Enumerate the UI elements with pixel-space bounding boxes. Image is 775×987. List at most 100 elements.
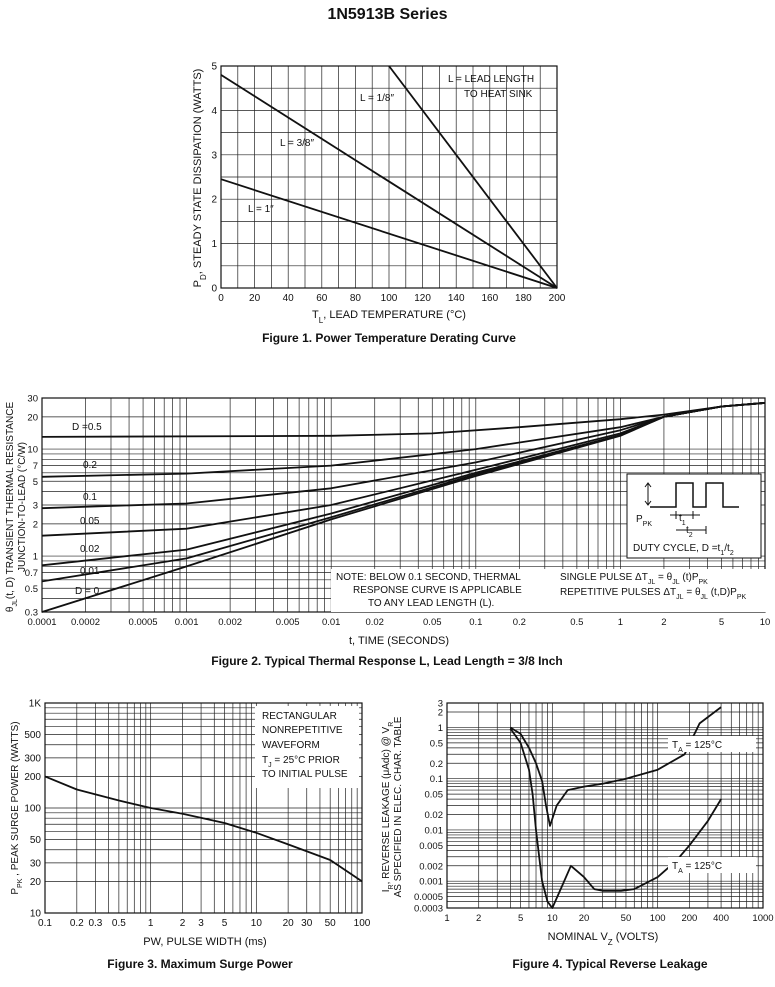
fig3-y-tick-label: 300 [24,753,41,764]
fig3-annotation-line-2: NONREPETITIVE [262,725,343,736]
fig2-note-box [331,569,766,612]
fig3-x-tick-label: 30 [301,918,313,929]
fig1-xlabel: TL, LEAD TEMPERATURE (°C) [312,309,466,325]
fig4-y-tick-label: 0.005 [419,841,443,852]
fig3-series-line-1 [44,775,363,883]
fig2-series-label-6: 0.01 [80,566,100,577]
svg-text:DUTY CYCLE, D =t1/t2: DUTY CYCLE, D =t1/t2 [633,543,734,557]
figure-2-chart: 0.0001 0.0002 0.0005 0.001 0.002 0.005 0.01 0.0… [5,394,771,669]
fig1-x-tick-label: 80 [350,293,362,304]
fig3-y-tick-label: 20 [30,877,42,888]
fig3-y-tick-label: 1K [29,699,42,710]
fig2-series-label-1: D =0.5 [72,422,102,433]
fig3-y-tick-label: 50 [30,835,42,846]
fig1-y-tick-label: 2 [211,195,217,206]
fig2-series-label-4: 0.05 [80,516,100,527]
fig3-annotation-line-1: RECTANGULAR [262,711,337,722]
fig2-x-tick-label: 0.0005 [129,617,158,628]
fig2-caption: Figure 2. Typical Thermal Response L, Le… [211,654,563,668]
fig3-x-tick-label: 0.5 [112,918,126,929]
svg-text:t1: t1 [679,513,686,527]
fig2-x-tick-label: 1 [618,617,623,628]
fig2-y-tick-label: 10 [27,445,38,456]
fig3-x-tick-label: 2 [180,918,186,929]
fig4-x-tick-label: 400 [713,913,729,924]
fig4-x-tick-label: 1000 [752,913,773,924]
fig1-y-tick-label: 1 [211,239,217,250]
fig2-x-tick-label: 0.5 [570,617,583,628]
fig1-x-tick-label: 180 [515,293,532,304]
fig4-y-tick-label: 0.02 [425,810,444,821]
fig3-y-tick-label: 30 [30,858,42,869]
fig1-series-label-2: L = 3/8″ [280,138,314,149]
fig3-annotation-box [255,706,359,788]
fig3-x-tick-label: 0.1 [38,918,52,929]
fig1-x-tick-label: 120 [414,293,431,304]
fig2-y-tick-label: 2 [33,519,38,530]
fig2-y-tick-label: 7 [33,461,38,472]
fig4-y-tick-label: 0.001 [419,877,443,888]
fig2-x-tick-label: 2 [661,617,666,628]
fig4-x-tick-label: 100 [650,913,666,924]
fig4-series-label-2: TA = 125°C [672,861,722,875]
fig4-x-tick-label: 1 [444,913,449,924]
svg-text:t2: t2 [686,525,693,539]
fig1-x-tick-label: 20 [249,293,261,304]
fig3-y-tick-label: 500 [24,730,41,741]
fig1-x-tick-label: 60 [316,293,328,304]
fig1-x-tick-label: 140 [448,293,465,304]
fig2-x-tick-label: 10 [760,617,771,628]
fig2-series-line-7 [41,402,766,613]
fig2-x-tick-label: 5 [719,617,724,628]
fig2-formula-single: SINGLE PULSE ΔTJL = θJL (t)PPK [560,572,708,586]
fig4-x-tick-label: 2 [476,913,481,924]
fig1-legend-line-2: TO HEAT SINK [464,89,533,100]
figure-3-chart: 0.1 0.2 0.3 0.5 1 2 3 5 10 20 30 50 100 10 20 30 50 100 20… [10,699,371,972]
fig4-y-tick-label: 3 [438,699,443,710]
fig3-xlabel: PW, PULSE WIDTH (ms) [143,936,266,948]
fig4-x-tick-label: 10 [547,913,558,924]
fig2-y-tick-label: 0.5 [25,584,38,595]
fig2-y-tick-label: 3 [33,501,38,512]
fig3-x-tick-label: 100 [354,918,371,929]
fig3-annotation-line-5: TO INITIAL PULSE [262,769,348,780]
fig3-x-tick-label: 50 [325,918,337,929]
fig4-xlabel: NOMINAL VZ (VOLTS) [548,931,659,947]
fig2-x-tick-label: 0.0001 [27,617,56,628]
fig1-y-tick-label: 3 [211,150,217,161]
fig3-y-tick-label: 200 [24,772,41,783]
fig2-y-tick-label: 0.3 [25,608,38,619]
fig2-x-tick-label: 0.05 [423,617,442,628]
fig4-x-tick-label: 50 [621,913,632,924]
fig4-ylabel-line-2: AS SPECIFIED IN ELEC. CHAR. TABLE [393,716,404,897]
fig3-caption: Figure 3. Maximum Surge Power [107,957,293,971]
fig1-y-tick-label: 4 [211,106,217,117]
fig4-series-label-bg-2 [668,857,756,873]
fig1-x-tick-label: 0 [218,293,224,304]
fig3-ylabel: PPK , PEAK SURGE POWER (WATTS) [10,721,24,894]
fig2-x-tick-label: 0.002 [218,617,242,628]
fig1-x-tick-label: 100 [381,293,398,304]
fig3-plot-frame [44,702,363,914]
fig2-series-label-3: 0.1 [83,492,97,503]
fig2-formula-repetitive: REPETITIVE PULSES ΔTJL = θJL (t,D)PPK [560,587,746,601]
fig4-x-tick-label: 200 [681,913,697,924]
fig3-annotation-line-4: TJ = 25°C PRIOR [262,755,340,769]
fig2-y-tick-label: 5 [33,477,38,488]
fig1-legend-line-1: L = LEAD LENGTH [448,74,534,85]
fig3-y-tick-label: 100 [24,804,41,815]
fig2-series-label-5: 0.02 [80,544,100,555]
fig2-x-tick-label: 0.02 [365,617,384,628]
fig1-series-line-1 [388,65,558,289]
fig3-y-tick-label: 10 [30,909,42,920]
fig3-x-tick-label: 0.3 [88,918,102,929]
fig4-y-tick-label: 0.0003 [414,904,443,915]
fig2-ylabel-line-1: θJL(t, D) TRANSIENT THERMAL RESISTANCE [5,402,19,613]
fig4-y-tick-label: 0.0005 [414,892,443,903]
fig4-y-tick-label: 0.5 [430,738,443,749]
fig2-y-tick-label: 1 [33,552,38,563]
fig4-series-label-1: TA = 125°C [672,740,722,754]
fig2-note-line-2: RESPONSE CURVE IS APPLICABLE [353,585,522,596]
fig4-y-tick-label: 1 [438,723,443,734]
